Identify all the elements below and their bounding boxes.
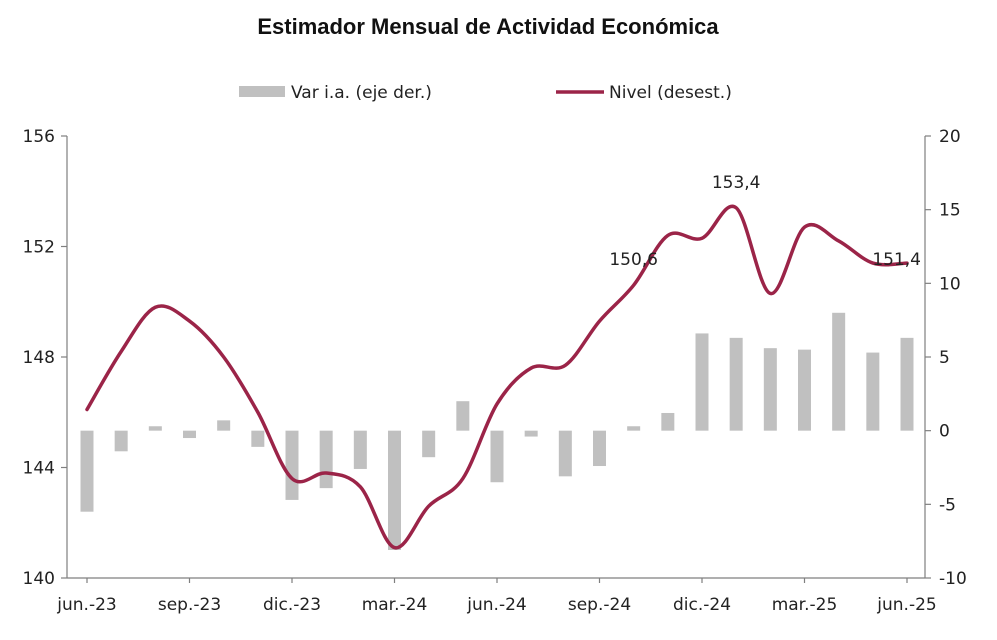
- legend-line-label: Nivel (desest.): [609, 83, 732, 103]
- right-tick-label: 20: [939, 127, 961, 147]
- bar: [353, 430, 367, 469]
- right-tick-label: 0: [939, 422, 950, 442]
- bar: [558, 430, 572, 477]
- x-tick-label: dic.-24: [673, 595, 731, 615]
- bar-series: [80, 312, 914, 551]
- bar: [80, 430, 94, 512]
- bar: [524, 430, 538, 437]
- legend-bar-label: Var i.a. (eje der.): [291, 83, 432, 103]
- bar: [832, 312, 846, 431]
- right-tick-label: 10: [939, 274, 961, 294]
- x-tick-label: sep.-23: [158, 595, 221, 615]
- right-tick-label: -5: [939, 495, 956, 515]
- bar: [285, 430, 299, 500]
- right-tick-label: 5: [939, 348, 950, 368]
- left-tick-label: 156: [23, 127, 55, 147]
- bar: [114, 430, 128, 452]
- bar: [627, 426, 641, 431]
- left-tick-label: 152: [23, 238, 55, 258]
- x-tick-label: sep.-24: [568, 595, 631, 615]
- bar: [661, 412, 675, 431]
- bar: [148, 426, 162, 431]
- axes: 156 152 148 144 140 20 15 10 5 0 -5 -10 jun.-23 sep.-…: [23, 127, 967, 615]
- bar: [593, 430, 606, 467]
- annotations: 150,6 153,4 151,4: [609, 173, 921, 270]
- right-tick-label: -10: [939, 569, 967, 589]
- legend: Var i.a. (eje der.) Nivel (desest.): [239, 83, 732, 103]
- bar: [183, 430, 196, 439]
- x-tick-label: dic.-23: [263, 595, 321, 615]
- chart-title: Estimador Mensual de Actividad Económica: [257, 14, 719, 39]
- bar: [217, 420, 231, 431]
- bar: [319, 430, 333, 489]
- bar: [456, 401, 470, 431]
- data-label: 153,4: [712, 173, 761, 193]
- bar: [798, 349, 811, 431]
- legend-bar-swatch: [239, 86, 285, 97]
- level-line: [85, 204, 909, 550]
- left-tick-label: 140: [23, 569, 55, 589]
- bar: [695, 333, 709, 431]
- right-tick-label: 15: [939, 201, 961, 221]
- bar: [251, 430, 265, 447]
- x-tick-label: jun.-24: [466, 595, 526, 615]
- bar: [388, 430, 401, 551]
- bar: [729, 337, 743, 431]
- line-series: [85, 204, 909, 550]
- bar: [866, 352, 880, 431]
- bar: [490, 430, 504, 483]
- left-tick-label: 148: [23, 348, 55, 368]
- x-tick-label: mar.-25: [772, 595, 838, 615]
- x-tick-label: jun.-25: [876, 595, 936, 615]
- bar: [763, 348, 777, 431]
- data-label: 151,4: [872, 250, 921, 270]
- data-label: 150,6: [609, 250, 658, 270]
- x-tick-label: jun.-23: [56, 595, 116, 615]
- bar: [422, 430, 436, 458]
- bar: [900, 337, 914, 431]
- left-tick-label: 144: [23, 459, 55, 479]
- x-tick-label: mar.-24: [362, 595, 428, 615]
